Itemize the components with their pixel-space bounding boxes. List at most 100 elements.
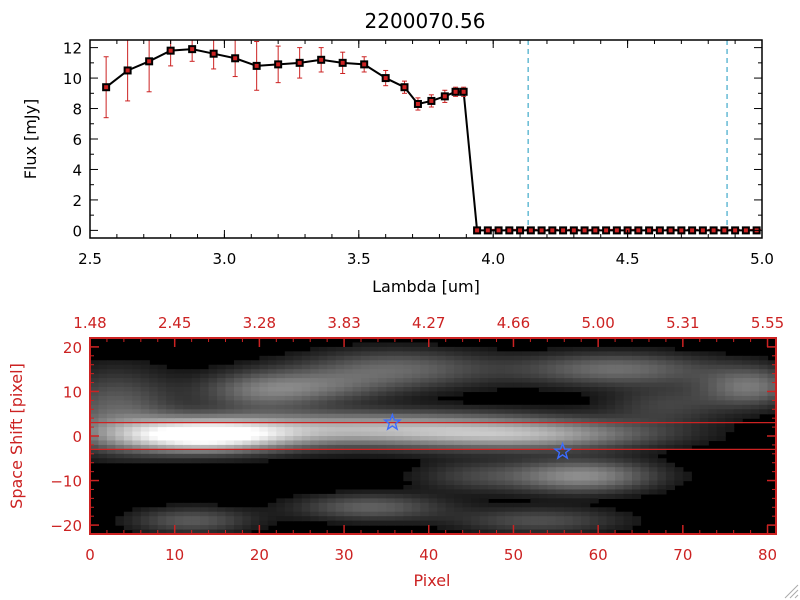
image-pixel [521,409,531,415]
image-pixel [318,511,328,517]
image-pixel [115,360,125,366]
image-pixel [115,378,125,384]
image-pixel [615,373,625,379]
image-pixel [521,489,531,495]
image-pixel [90,444,100,450]
image-pixel [691,436,701,442]
image-pixel [572,409,582,415]
image-pixel [437,516,447,522]
image-pixel [335,395,345,401]
image-pixel [606,458,616,464]
image-pixel [572,418,582,424]
image-pixel [632,364,642,370]
image-pixel [648,440,659,446]
image-pixel [640,404,650,410]
image-pixel [115,382,125,388]
image-pixel [598,346,608,352]
image-pixel [411,440,421,446]
image-pixel [462,404,472,410]
image-pixel [225,449,235,455]
image-pixel [479,431,489,437]
image-pixel [454,516,464,522]
image-pixel [344,404,354,410]
image-pixel [682,387,692,393]
image-pixel [318,516,328,522]
image-pixel [513,440,523,446]
image-pixel [403,502,413,508]
image-pixel [403,391,413,397]
image-pixel [420,485,430,491]
image-pixel [98,378,108,384]
image-pixel [217,400,227,406]
image-pixel [708,387,718,393]
image-pixel [530,369,540,375]
image-pixel [699,427,709,433]
image-pixel [640,489,650,495]
image-pixel [454,418,464,424]
image-pixel [615,453,625,459]
image-pixel [225,529,235,535]
image-pixel [200,529,210,535]
image-pixel [699,400,709,406]
image-pixel [538,453,548,459]
image-pixel [674,427,684,433]
image-pixel [166,520,176,526]
resize-grip-icon[interactable] [784,584,799,599]
image-pixel [648,422,659,428]
image-pixel [538,462,548,468]
image-pixel [250,360,260,366]
image-pixel [361,502,371,508]
image-pixel [530,498,540,504]
image-pixel [191,436,201,442]
image-pixel [462,489,472,495]
image-pixel [132,516,142,522]
image-pixel [572,364,582,370]
image-pixel [445,502,455,508]
image-pixel [394,342,404,348]
image-pixel [471,427,481,433]
image-pixel [344,436,354,442]
image-pixel [538,467,548,473]
image-pixel [513,480,523,486]
image-pixel [386,422,396,428]
image-pixel [572,422,582,428]
image-pixel [377,355,388,361]
image-pixel [606,453,616,459]
image-pixel [335,400,345,406]
image-pixel [166,431,176,437]
image-pixel [445,355,455,361]
image-pixel [648,453,659,459]
data-point-center [528,228,533,233]
image-pixel [217,529,227,535]
image-pixel [598,471,608,477]
image-pixel [454,467,464,473]
image-pixel [242,511,252,517]
image-pixel [750,355,760,361]
image-pixel [403,351,413,357]
image-pixel [217,369,227,375]
image-pixel [572,489,582,495]
image-pixel [640,449,650,455]
image-pixel [488,418,498,424]
data-point-center [636,228,641,233]
image-pixel [504,449,515,455]
image-pixel [174,525,184,531]
image-pixel [606,418,616,424]
image-pixel [411,453,421,459]
image-pixel [606,525,616,531]
image-pixel [428,431,438,437]
image-pixel [394,409,404,415]
top-tick-label: 3.83 [327,314,360,332]
image-pixel [115,400,125,406]
image-pixel [496,378,506,384]
image-pixel [538,369,548,375]
image-pixel [284,418,294,424]
image-pixel [632,467,642,473]
image-pixel [504,476,515,482]
image-pixel [496,471,506,477]
image-pixel [437,480,447,486]
image-pixel [233,525,244,531]
image-pixel [132,387,142,393]
image-pixel [276,498,286,504]
